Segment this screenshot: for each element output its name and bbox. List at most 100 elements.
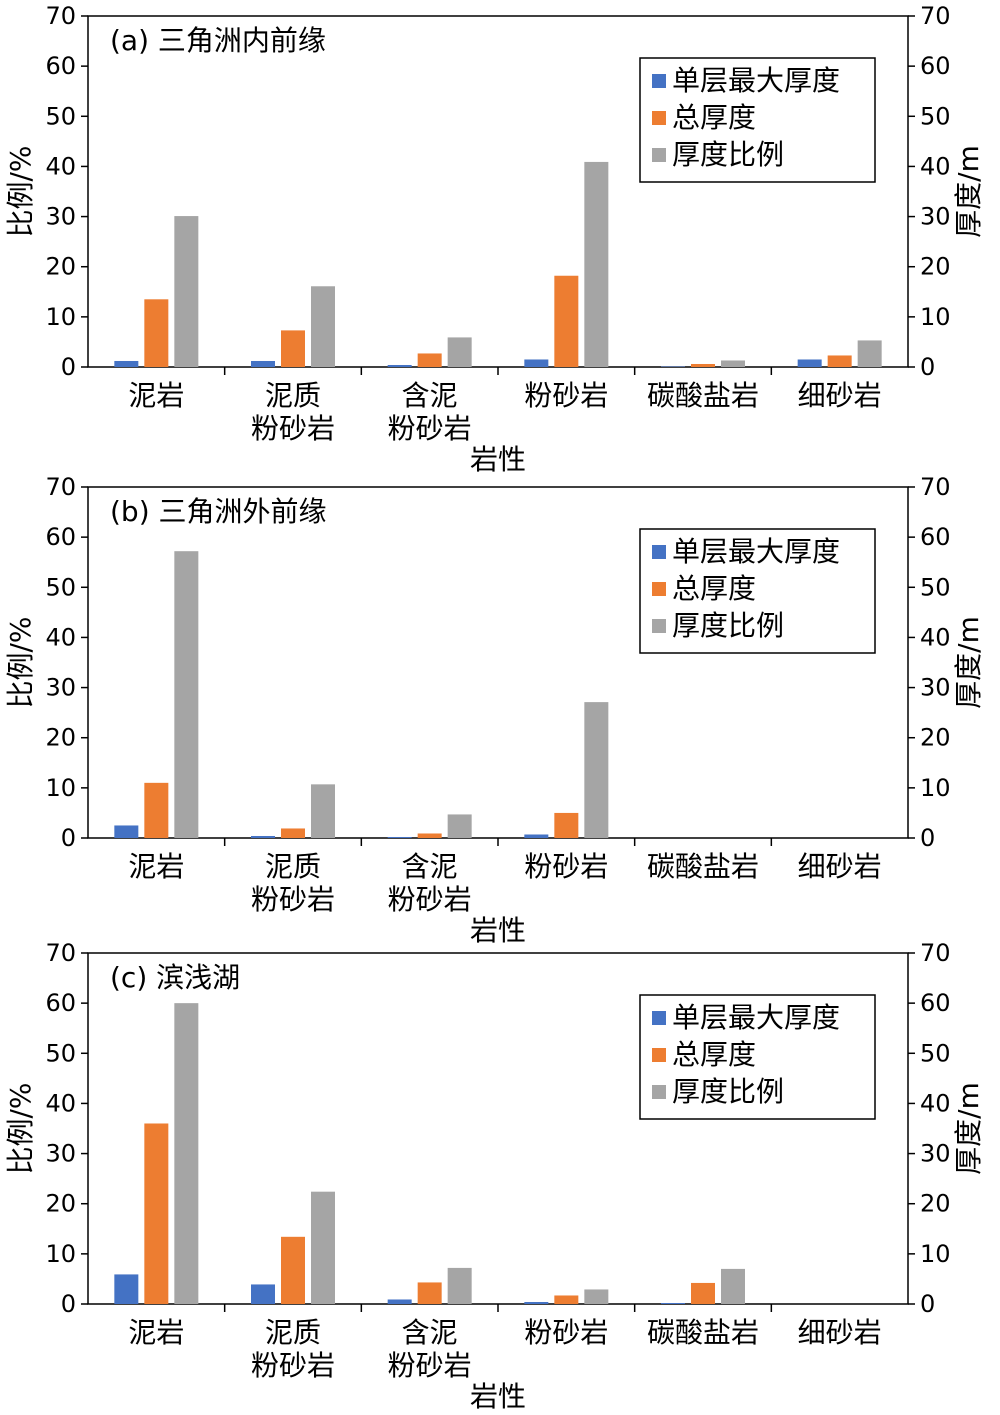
y-tick-label: 60 [45, 523, 76, 551]
y-tick-label: 0 [61, 353, 76, 381]
y2-tick-label: 30 [920, 203, 951, 231]
y-tick-label: 20 [45, 253, 76, 281]
category-label: 粉砂岩 [524, 379, 608, 412]
y2-tick-label: 40 [920, 1089, 951, 1117]
x-axis-label: 岩性 [470, 914, 526, 947]
category-label: 粉砂岩 [524, 1316, 608, 1349]
bar [554, 812, 579, 838]
category-label: 粉砂岩 [388, 412, 472, 445]
bar [554, 275, 579, 367]
y-tick-label: 70 [45, 473, 76, 501]
y-tick-label: 10 [45, 1240, 76, 1268]
bar [174, 551, 199, 838]
category-label: 泥岩 [128, 850, 184, 883]
y2-tick-label: 70 [920, 473, 951, 501]
y2-tick-label: 10 [920, 1240, 951, 1268]
y-tick-label: 70 [45, 2, 76, 30]
bar [281, 828, 305, 838]
bar [114, 360, 139, 367]
legend-label: 单层最大厚度 [672, 1001, 840, 1034]
bar [584, 1289, 609, 1304]
bar [797, 359, 822, 367]
y2-tick-label: 10 [920, 303, 951, 331]
y2-tick-label: 60 [920, 989, 951, 1017]
legend-label: 厚度比例 [672, 138, 784, 171]
category-label: 泥质 [265, 379, 321, 412]
y-tick-label: 60 [45, 52, 76, 80]
bar [417, 1282, 442, 1304]
legend-swatch [652, 1011, 666, 1025]
legend-swatch [652, 148, 666, 162]
legend-swatch [652, 111, 666, 125]
bar [524, 1301, 549, 1304]
bar [584, 702, 609, 838]
y2-tick-label: 0 [920, 1290, 935, 1318]
y-tick-label: 50 [45, 1039, 76, 1067]
legend-box [639, 57, 876, 183]
category-label: 含泥 [402, 1316, 458, 1349]
y2-axis-label: 厚度/m [952, 145, 985, 238]
bar [144, 1123, 169, 1304]
bar [387, 364, 412, 367]
category-label: 细砂岩 [798, 1316, 882, 1349]
chart-title: (b) 三角洲外前缘 [110, 495, 327, 528]
bar [281, 330, 305, 367]
legend-label: 总厚度 [672, 572, 756, 605]
category-label: 泥岩 [128, 1316, 184, 1349]
bar [144, 782, 169, 838]
bar [281, 1236, 305, 1304]
bar [554, 1295, 579, 1304]
bar [691, 363, 715, 367]
y-tick-label: 70 [45, 939, 76, 967]
y2-tick-label: 50 [920, 102, 951, 130]
category-label: 碳酸盐岩 [647, 379, 759, 412]
category-label: 粉砂岩 [251, 883, 335, 916]
y-tick-label: 30 [45, 674, 76, 702]
y-tick-label: 40 [45, 152, 76, 180]
y2-tick-label: 60 [920, 523, 951, 551]
y-tick-label: 20 [45, 1190, 76, 1218]
category-label: 含泥 [402, 379, 458, 412]
chart-title: (a) 三角洲内前缘 [110, 24, 326, 57]
y2-tick-label: 60 [920, 52, 951, 80]
bar [174, 1003, 199, 1304]
y-axis-label: 比例/% [4, 616, 37, 708]
bar [387, 836, 412, 838]
bar [721, 1268, 745, 1304]
category-label: 碳酸盐岩 [647, 1316, 759, 1349]
category-label: 粉砂岩 [388, 883, 472, 916]
bar [447, 814, 472, 838]
y2-tick-label: 20 [920, 724, 951, 752]
category-label: 粉砂岩 [524, 850, 608, 883]
bar [691, 1282, 715, 1304]
x-axis-label: 岩性 [470, 443, 526, 476]
bar [417, 353, 442, 367]
y2-axis-label: 厚度/m [952, 616, 985, 709]
y2-tick-label: 70 [920, 939, 951, 967]
legend-label: 总厚度 [672, 101, 756, 134]
bar [311, 1191, 335, 1304]
y2-tick-label: 70 [920, 2, 951, 30]
bar [387, 1299, 412, 1304]
bar [857, 340, 882, 367]
chart-title: (c) 滨浅湖 [110, 961, 240, 994]
y-tick-label: 30 [45, 1140, 76, 1168]
y2-tick-label: 50 [920, 1039, 951, 1067]
y-axis-label: 比例/% [4, 145, 37, 237]
bar [417, 833, 442, 838]
bar [251, 360, 275, 367]
x-axis-label: 岩性 [470, 1380, 526, 1413]
legend-swatch [652, 582, 666, 596]
bar [447, 337, 472, 367]
legend-label: 厚度比例 [672, 1075, 784, 1108]
category-label: 泥质 [265, 1316, 321, 1349]
bar [251, 1284, 275, 1304]
y2-tick-label: 30 [920, 674, 951, 702]
category-label: 细砂岩 [798, 850, 882, 883]
y-tick-label: 40 [45, 623, 76, 651]
legend-label: 总厚度 [672, 1038, 756, 1071]
bar [827, 355, 852, 367]
legend-label: 单层最大厚度 [672, 535, 840, 568]
